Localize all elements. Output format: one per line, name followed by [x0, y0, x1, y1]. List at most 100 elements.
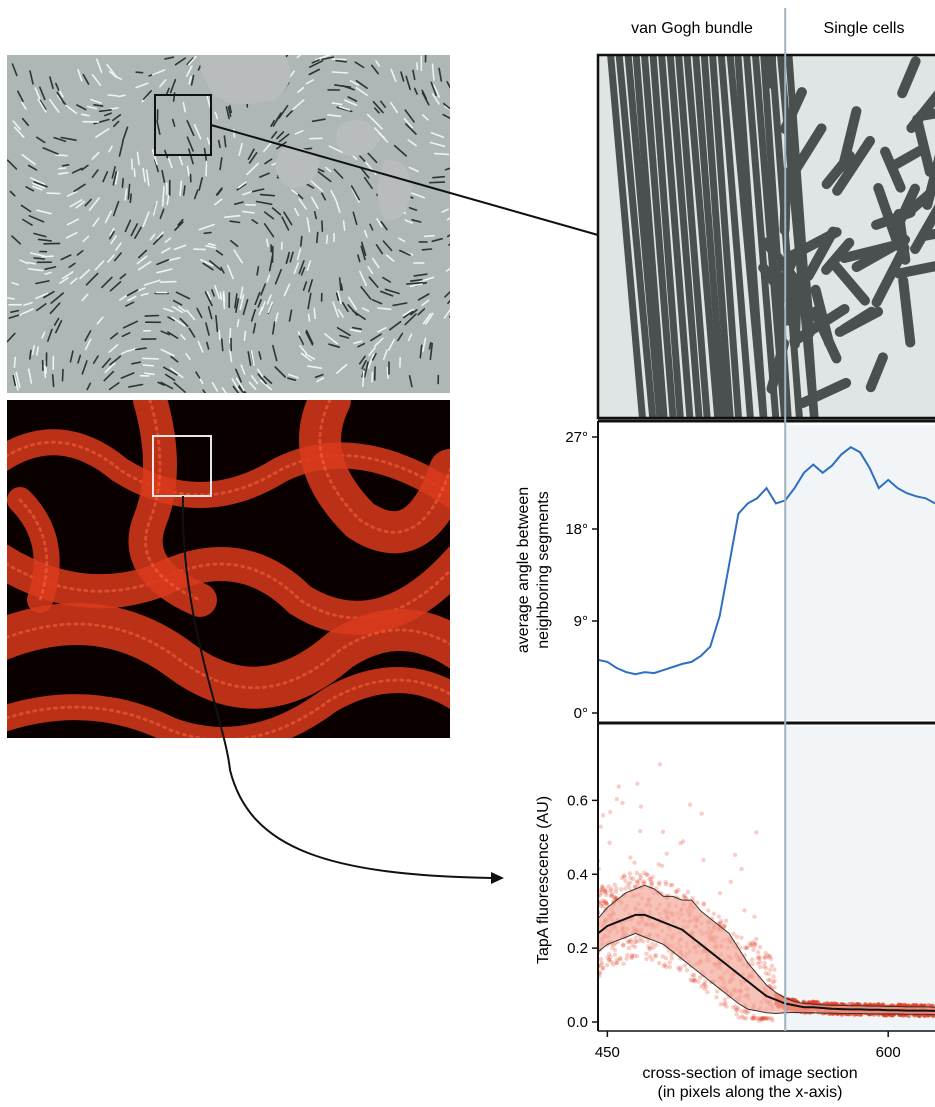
fluor-point [701, 902, 706, 907]
bf-cell [167, 331, 179, 340]
bf-cell [267, 301, 274, 314]
bf-cell [187, 55, 197, 66]
bf-cell [229, 104, 232, 114]
zoom-single-cell [837, 106, 862, 172]
bf-cell [360, 241, 367, 256]
bf-cell [281, 216, 290, 231]
fluor-point [644, 872, 649, 877]
bf-cell [90, 98, 102, 104]
bf-cell [104, 362, 116, 374]
fluor-point [646, 944, 651, 949]
fluor-point [676, 887, 681, 893]
bf-cell [156, 120, 161, 135]
bf-cell [71, 167, 83, 174]
bf-cell [417, 293, 430, 301]
bf-cell [324, 333, 339, 345]
bf-cell [214, 284, 221, 300]
bf-cell [404, 219, 413, 224]
fluor-point [632, 944, 638, 950]
bf-cell [60, 254, 72, 261]
bf-cell [231, 378, 240, 391]
bf-cell [49, 76, 54, 90]
bf-cell [257, 373, 267, 385]
fluor-point [623, 886, 628, 891]
fluor-point [763, 965, 769, 971]
bf-cell [182, 101, 186, 113]
fluor-point [681, 894, 686, 899]
bf-cell [124, 219, 132, 233]
bf-cell [377, 307, 392, 311]
bf-cell [382, 276, 392, 283]
fluor-point [619, 887, 624, 892]
bf-cell [404, 109, 415, 123]
bf-cell [422, 337, 427, 353]
fluor-point [621, 942, 626, 947]
angle-ytick-label: 0° [574, 705, 588, 722]
fluor-point [653, 953, 658, 958]
bf-cell [28, 215, 45, 223]
fluor-point [628, 939, 633, 944]
bf-cell [42, 147, 59, 155]
bf-cell [429, 141, 446, 148]
bf-cell [300, 352, 312, 362]
bf-cell [98, 109, 112, 113]
fluor-ytick-label: 0.0 [567, 1014, 588, 1031]
zoom-single-cell [810, 284, 835, 349]
fluor-point [767, 1016, 772, 1021]
bf-cell [353, 340, 363, 345]
bf-cell [20, 101, 27, 110]
bf-cell [31, 345, 36, 356]
fluor-point [663, 956, 669, 961]
bf-cell [11, 281, 20, 286]
bf-cell [69, 199, 83, 208]
fluor-point [608, 809, 613, 815]
bf-cell [27, 368, 33, 384]
zoom-single-cell [776, 252, 799, 293]
bf-cell [156, 258, 170, 266]
bf-cell [413, 87, 418, 95]
bf-cell [326, 114, 342, 118]
fluor-point [637, 938, 642, 943]
bf-cell [136, 255, 148, 265]
bf-cell [400, 71, 405, 82]
bf-cell [164, 56, 175, 60]
fluor-point [626, 945, 632, 951]
fluor-point [600, 813, 606, 818]
fluor-point [625, 952, 630, 958]
fluor-point [598, 957, 603, 962]
bf-cell [222, 293, 226, 310]
bf-cell [421, 92, 430, 106]
bf-cell [271, 344, 278, 362]
bf-cell [373, 337, 384, 347]
bf-cell [357, 342, 366, 348]
fluor-point [659, 863, 665, 868]
bf-cell [46, 328, 53, 342]
bf-cell [27, 267, 44, 272]
fluor-point [678, 965, 683, 970]
bf-cell [113, 120, 120, 128]
bf-cell [54, 319, 63, 334]
fluor-point [756, 954, 762, 960]
bf-cell [88, 197, 100, 212]
bf-cell [163, 307, 174, 313]
fluor-point [682, 893, 687, 898]
fluor-point [731, 931, 736, 937]
bf-cell [127, 347, 138, 352]
bf-cell [198, 177, 203, 191]
bf-cell [66, 190, 78, 197]
bf-cell [448, 243, 450, 246]
fluor-point [673, 889, 679, 894]
bf-cell [51, 373, 55, 388]
bf-cell [442, 113, 450, 120]
fluor-point [607, 957, 612, 962]
fluor-point [742, 908, 747, 913]
bf-cell [226, 264, 234, 280]
bf-cell [316, 377, 325, 383]
fluor-point [667, 964, 673, 970]
bf-cell [9, 190, 16, 197]
fluor-point [670, 882, 675, 888]
fluor-lower-line [598, 932, 935, 1016]
fluor-point [734, 1007, 740, 1013]
bf-cell [310, 196, 319, 209]
